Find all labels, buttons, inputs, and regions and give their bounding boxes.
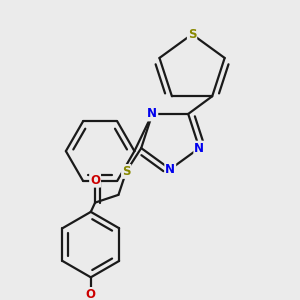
Text: O: O — [86, 288, 96, 300]
Text: N: N — [147, 107, 157, 121]
Text: S: S — [188, 28, 196, 41]
Text: O: O — [90, 174, 100, 187]
Text: N: N — [194, 142, 204, 154]
Text: N: N — [165, 163, 175, 176]
Text: S: S — [122, 165, 130, 178]
